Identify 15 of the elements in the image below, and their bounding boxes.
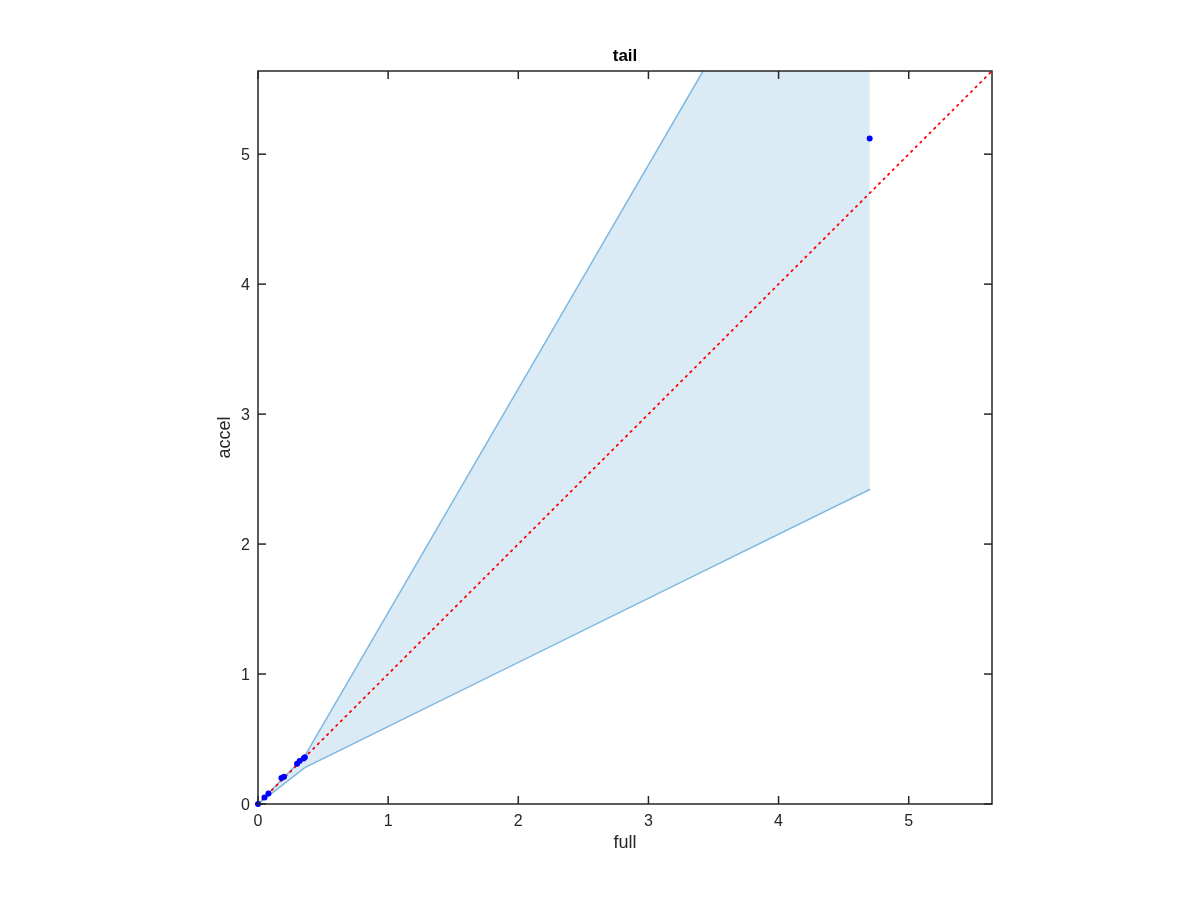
y-tick-label: 2 bbox=[241, 536, 251, 554]
x-tick-label: 5 bbox=[904, 812, 914, 829]
x-tick-label: 4 bbox=[774, 812, 784, 829]
x-tick-label: 2 bbox=[513, 812, 523, 829]
y-tick-label: 1 bbox=[241, 666, 251, 684]
y-tick-label: 5 bbox=[241, 146, 251, 164]
chart-title: tail bbox=[612, 46, 638, 65]
y-tick-label: 0 bbox=[241, 796, 251, 813]
y-tick-label: 4 bbox=[241, 276, 251, 294]
x-tick-label: 1 bbox=[383, 812, 393, 829]
x-tick-label: 0 bbox=[253, 812, 263, 829]
x-axis-title: full bbox=[613, 832, 637, 852]
y-tick-label: 3 bbox=[241, 406, 251, 424]
y-axis-title: accel bbox=[214, 416, 234, 459]
x-tick-label: 3 bbox=[643, 812, 653, 829]
